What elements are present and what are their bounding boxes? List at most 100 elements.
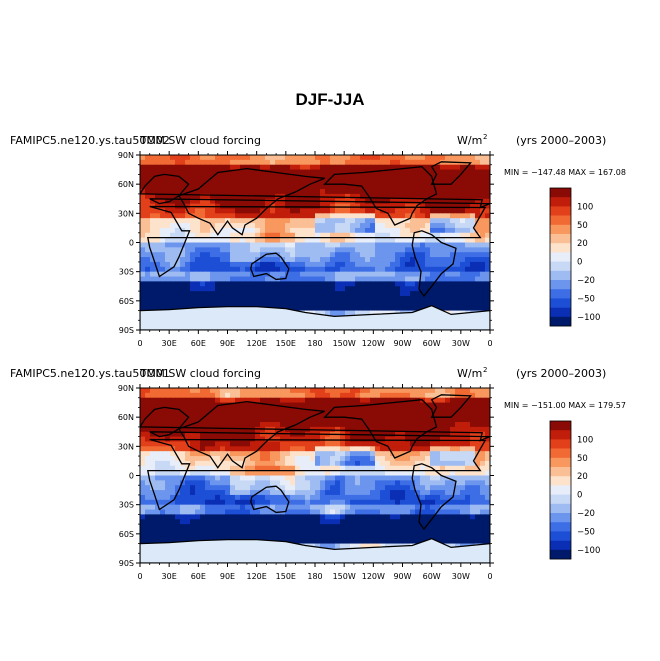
field-cell: [335, 407, 341, 413]
field-cell: [460, 232, 466, 239]
field-cell: [205, 227, 211, 234]
field-cell: [265, 431, 271, 438]
field-cell: [340, 257, 346, 263]
field-cell: [405, 252, 411, 258]
field-cell: [270, 295, 276, 302]
field-cell: [360, 456, 366, 462]
field-cell: [225, 208, 231, 214]
field-cell: [400, 412, 406, 418]
field-cell: [145, 388, 151, 394]
field-cell: [165, 456, 171, 462]
field-cell: [380, 422, 386, 428]
field-cell: [345, 475, 351, 481]
field-cell: [300, 271, 306, 278]
field-cell: [275, 407, 281, 413]
field-cell: [195, 494, 201, 501]
field-cell: [435, 213, 441, 219]
field-cell: [190, 519, 196, 525]
field-cell: [245, 509, 251, 515]
field-cell: [250, 392, 256, 399]
field-cell: [230, 388, 236, 394]
field-cell: [220, 208, 226, 214]
field-cell: [280, 174, 286, 180]
field-cell: [350, 441, 356, 447]
field-cell: [195, 184, 201, 190]
field-cell: [220, 524, 226, 530]
field-cell: [330, 242, 336, 248]
field-cell: [220, 456, 226, 462]
field-cell: [380, 397, 386, 404]
field-cell: [345, 509, 351, 515]
field-cell: [405, 426, 411, 433]
field-cell: [400, 446, 406, 452]
field-cell: [460, 456, 466, 462]
field-cell: [425, 213, 431, 219]
field-cell: [470, 494, 476, 501]
field-cell: [425, 159, 431, 166]
field-cell: [200, 295, 206, 302]
field-cell: [215, 252, 221, 258]
field-cell: [175, 509, 181, 515]
field-cell: [430, 475, 436, 481]
field-cell: [465, 422, 471, 428]
field-cell: [440, 252, 446, 258]
field-cell: [190, 499, 196, 506]
field-cell: [400, 470, 406, 477]
field-cell: [205, 193, 211, 200]
field-cell: [450, 281, 456, 287]
field-cell: [365, 281, 371, 287]
field-cell: [440, 213, 446, 219]
field-cell: [175, 480, 181, 486]
field-cell: [405, 504, 411, 511]
field-cell: [355, 519, 361, 525]
field-cell: [350, 266, 356, 273]
field-cell: [200, 218, 206, 224]
field-cell: [465, 441, 471, 447]
field-cell: [325, 422, 331, 428]
field-cell: [390, 417, 396, 423]
field-cell: [325, 257, 331, 263]
field-cell: [265, 528, 271, 535]
field-cell: [275, 291, 281, 297]
field-cell: [280, 169, 286, 176]
field-cell: [375, 460, 381, 467]
field-cell: [155, 412, 161, 418]
field-cell: [440, 189, 446, 195]
field-cell: [210, 223, 216, 229]
field-cell: [155, 232, 161, 239]
field-cell: [355, 456, 361, 462]
field-cell: [355, 485, 361, 491]
field-cell: [415, 499, 421, 506]
field-cell: [365, 218, 371, 224]
field-cell: [240, 485, 246, 491]
field-cell: [245, 286, 251, 292]
field-cell: [465, 257, 471, 263]
field-cell: [270, 242, 276, 248]
field-cell: [370, 310, 376, 317]
field-cell: [250, 174, 256, 180]
field-cell: [310, 519, 316, 525]
field-cell: [370, 266, 376, 273]
field-cell: [400, 300, 406, 307]
field-cell: [195, 485, 201, 491]
field-cell: [385, 499, 391, 506]
field-cell: [330, 485, 336, 491]
field-cell: [175, 533, 181, 540]
field-cell: [365, 295, 371, 302]
field-cell: [355, 291, 361, 297]
field-cell: [195, 533, 201, 540]
field-cell: [245, 504, 251, 511]
field-cell: [310, 504, 316, 511]
field-cell: [260, 155, 266, 161]
field-cell: [400, 208, 406, 214]
field-cell: [385, 198, 391, 205]
field-cell: [200, 189, 206, 195]
field-cell: [375, 276, 381, 282]
field-cell: [355, 499, 361, 506]
field-cell: [270, 412, 276, 418]
field-cell: [380, 417, 386, 423]
field-cell: [425, 470, 431, 477]
field-cell: [470, 232, 476, 239]
field-cell: [455, 291, 461, 297]
field-cell: [430, 392, 436, 399]
